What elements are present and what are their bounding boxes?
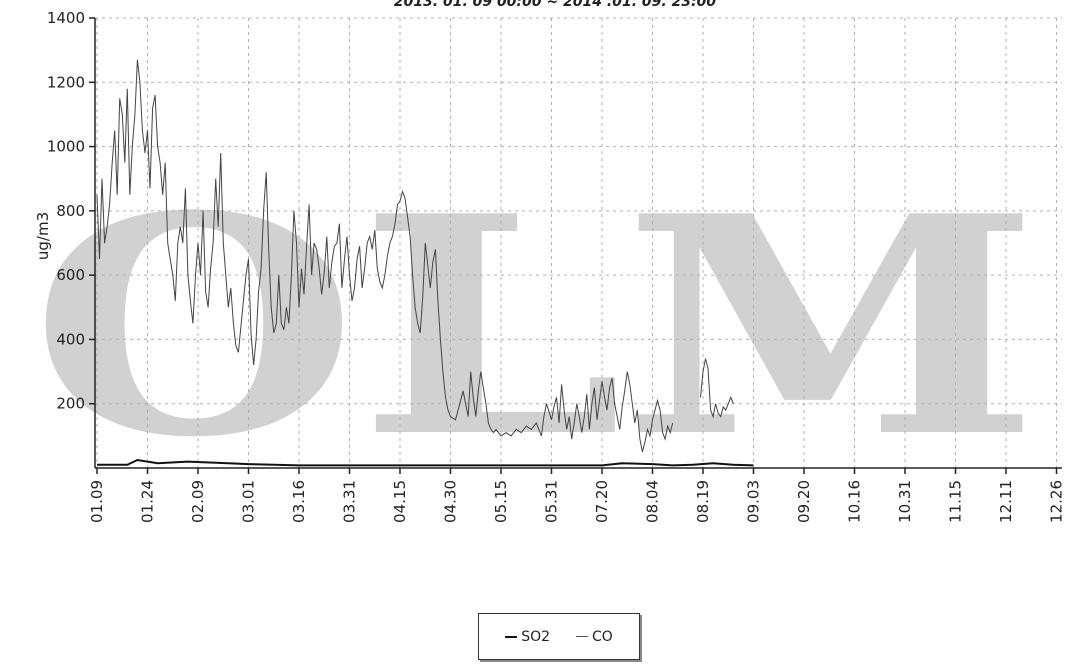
legend-item-co: CO (576, 629, 613, 645)
x-tick-label-12: 08.19 (694, 480, 712, 523)
legend-item-so2: SO2 (505, 629, 550, 645)
x-tick-label-10: 07.20 (593, 480, 611, 523)
series-line-so2 (97, 458, 754, 467)
x-tick-label-9: 05.31 (543, 480, 561, 523)
y-tick-label-1400: 1400 (47, 9, 85, 27)
y-tick-label-1000: 1000 (47, 138, 85, 156)
x-tick-label-16: 10.31 (896, 480, 914, 523)
legend-label-so2: SO2 (521, 628, 551, 645)
legend: SO2 CO (478, 613, 640, 660)
x-tick-label-14: 09.20 (795, 480, 813, 523)
axes (94, 18, 1062, 469)
watermark: OLM (30, 150, 1040, 503)
x-tick-label-6: 04.15 (391, 480, 409, 523)
chart-title: 2013. 01. 09 00:00 ~ 2014 .01. 09. 23:00 (394, 0, 717, 10)
x-tick-label-8: 05.15 (492, 480, 510, 523)
grid (95, 17, 1062, 468)
y-tick-label-600: 600 (56, 266, 85, 284)
x-tick-label-5: 03.31 (341, 480, 359, 523)
y-tick-label-800: 800 (56, 202, 85, 220)
x-tick-label-11: 08.04 (644, 480, 662, 523)
series-layer (96, 59, 754, 467)
watermark-text: OLM (30, 150, 1040, 503)
y-ticks: 200 400 600 800 1000 1200 1400 (47, 9, 95, 413)
y-tick-label-1200: 1200 (47, 73, 85, 91)
series-line-co (96, 59, 674, 453)
y-axis-label: ug/m3 (34, 212, 52, 260)
x-tick-label-1: 01.24 (139, 480, 157, 523)
series-line-co-segment-2 (700, 358, 734, 419)
legend-swatch-co (576, 636, 589, 637)
x-tick-label-3: 03.01 (240, 480, 258, 523)
x-tick-label-19: 12.26 (1048, 480, 1066, 523)
legend-swatch-so2 (505, 635, 518, 638)
x-tick-label-7: 04.30 (442, 480, 460, 523)
x-tick-label-2: 02.09 (189, 480, 207, 523)
x-tick-label-0: 01.09 (88, 480, 106, 523)
x-tick-label-15: 10.16 (846, 480, 864, 523)
y-tick-label-200: 200 (56, 395, 85, 413)
x-tick-label-18: 12.11 (997, 480, 1015, 523)
x-tick-label-4: 03.16 (290, 480, 308, 523)
y-tick-label-400: 400 (56, 330, 85, 348)
x-tick-label-17: 11.15 (947, 480, 965, 523)
legend-label-co: CO (592, 628, 613, 645)
x-tick-label-13: 09.03 (745, 480, 763, 523)
x-ticks: 01.09 01.24 02.09 03.01 03.16 03.31 04.15 04.30… (88, 468, 1066, 523)
